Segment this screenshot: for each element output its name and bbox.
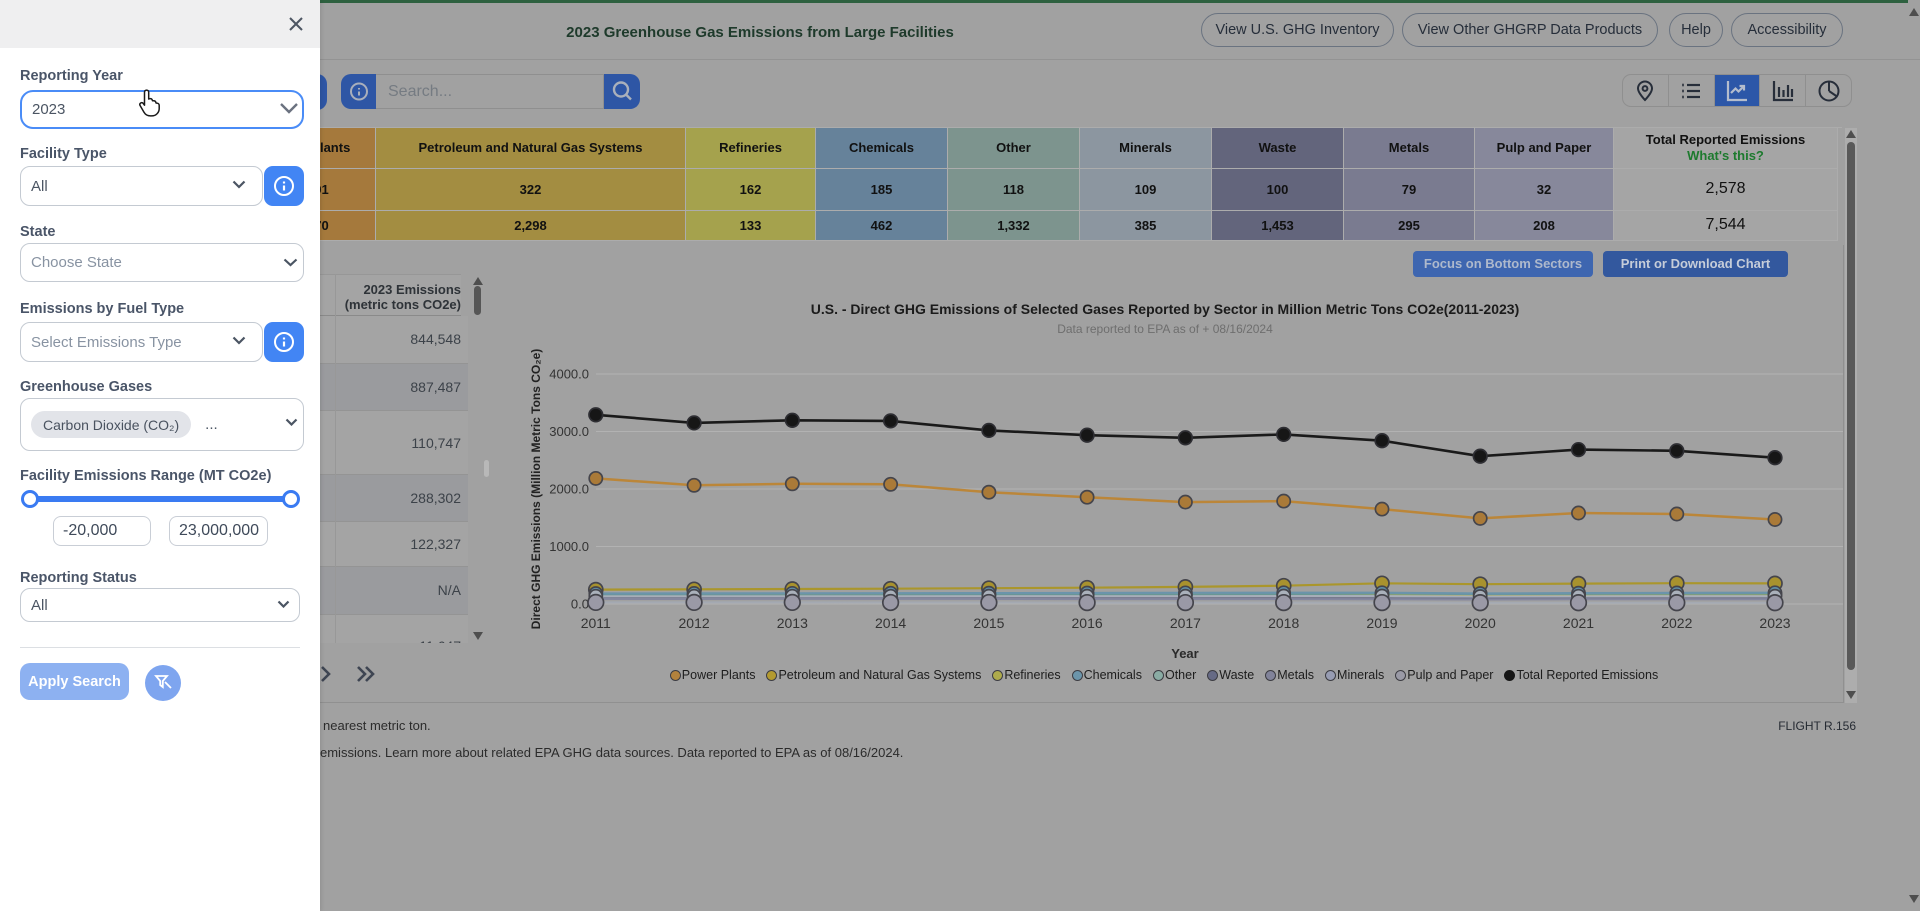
svg-text:2016: 2016 <box>1072 615 1103 631</box>
svg-text:2023: 2023 <box>1759 615 1790 631</box>
svg-text:2022: 2022 <box>1661 615 1692 631</box>
svg-text:4000.0: 4000.0 <box>549 367 589 382</box>
svg-text:0.0: 0.0 <box>571 597 589 612</box>
svg-text:2015: 2015 <box>973 615 1004 631</box>
svg-text:2017: 2017 <box>1170 615 1201 631</box>
svg-text:2011: 2011 <box>581 615 611 631</box>
svg-text:2013: 2013 <box>777 615 808 631</box>
svg-text:2019: 2019 <box>1366 615 1397 631</box>
svg-text:2000.0: 2000.0 <box>549 482 589 497</box>
svg-text:2020: 2020 <box>1465 615 1496 631</box>
svg-text:2014: 2014 <box>875 615 906 631</box>
svg-text:2012: 2012 <box>679 615 710 631</box>
svg-text:1000.0: 1000.0 <box>549 539 589 554</box>
svg-text:3000.0: 3000.0 <box>549 424 589 439</box>
svg-text:2021: 2021 <box>1563 615 1594 631</box>
svg-text:2018: 2018 <box>1268 615 1299 631</box>
